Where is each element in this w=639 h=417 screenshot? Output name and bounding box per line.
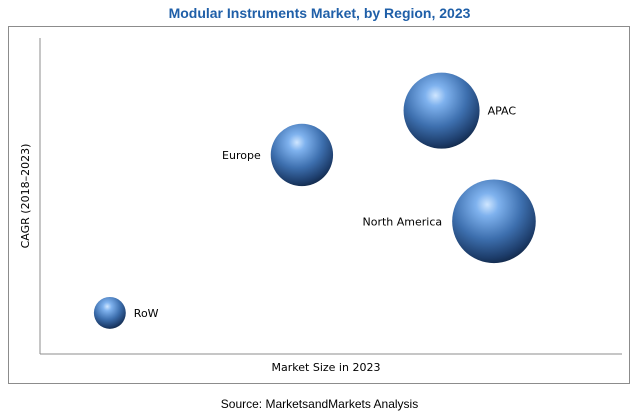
bubble-label-north-america: North America [363, 215, 443, 228]
bubble-group: APAC Europe North America RoW [93, 72, 536, 329]
source-note: Source: MarketsandMarkets Analysis [220, 397, 419, 411]
bubble-europe [270, 123, 334, 187]
bubble-apac [403, 72, 480, 149]
x-axis-title: Market Size in 2023 [272, 361, 381, 374]
chart-frame [8, 26, 630, 384]
bubble-label-row: RoW [134, 307, 159, 320]
y-axis-title: CAGR (2018–2023) [19, 144, 32, 249]
bubble-label-europe: Europe [222, 149, 261, 162]
bubble-label-apac: APAC [488, 105, 517, 118]
bubble-row [93, 296, 126, 329]
chart-title: Modular Instruments Market, by Region, 2… [168, 5, 471, 21]
bubble-north-america [452, 179, 536, 264]
